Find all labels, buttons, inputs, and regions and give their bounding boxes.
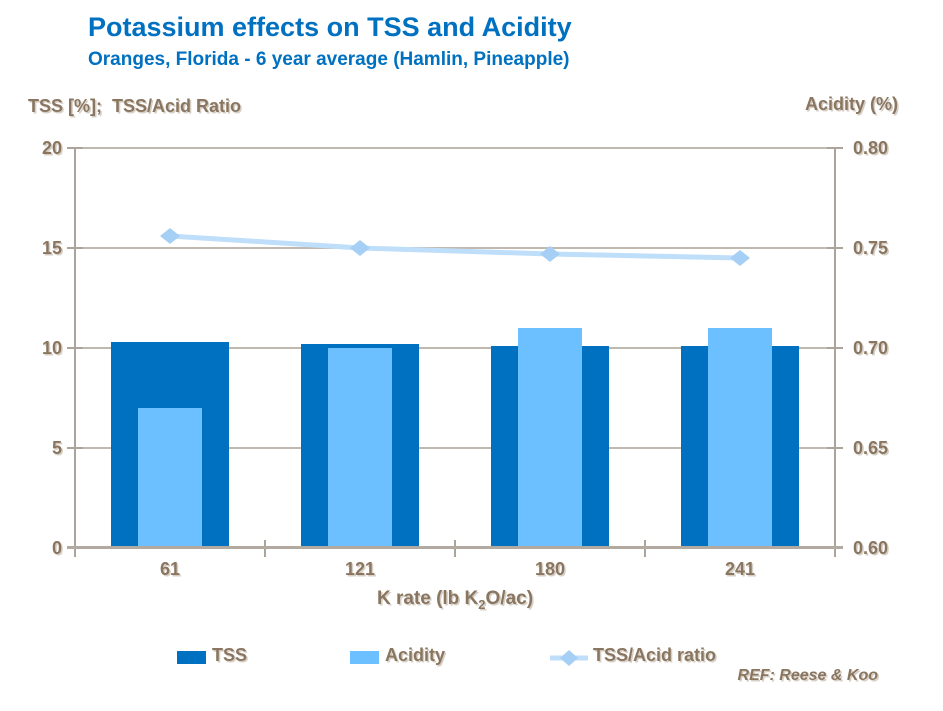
ratio-diamond-marker-icon — [160, 228, 180, 244]
x-axis-label-sub: 2 — [478, 596, 486, 612]
legend-ratio-marker-icon — [550, 650, 588, 666]
legend: TSS Acidity TSS/Acid ratio — [0, 644, 943, 674]
legend-label-ratio: TSS/Acid ratio — [593, 645, 717, 665]
x-category-label: 241 — [724, 559, 756, 579]
x-axis-label-pre: K rate (lb K — [376, 588, 479, 609]
left-axis-title: TSS [%]; TSS/Acid Ratio — [28, 96, 242, 116]
legend-label-acidity: Acidity — [385, 645, 446, 665]
right-axis-tick-label: 0.75 — [853, 238, 889, 258]
chart-title: Potassium effects on TSS and Acidity — [88, 12, 572, 42]
left-axis-tick — [67, 347, 83, 349]
x-axis-label-post: O/ac) — [485, 588, 534, 609]
left-axis-tick-label: 20 — [41, 138, 62, 158]
right-axis-tick — [827, 247, 843, 249]
legend-swatch-acidity-icon — [350, 651, 379, 664]
x-category-label: 180 — [534, 559, 566, 579]
left-axis-tick-label: 15 — [41, 238, 62, 258]
bar-acidity — [518, 328, 582, 548]
right-axis-title: Acidity (%) — [804, 94, 898, 114]
left-axis-tick — [67, 147, 83, 149]
right-axis-tick-label: 0.70 — [853, 338, 889, 358]
x-category-label: 61 — [159, 559, 181, 579]
gridline — [76, 147, 834, 149]
bar-acidity — [138, 408, 202, 548]
x-axis-label: K rate (lb K2O/ac) — [320, 588, 590, 612]
right-axis-tick-label: 0.65 — [853, 438, 889, 458]
right-axis-tick — [827, 147, 843, 149]
left-axis-tick — [67, 247, 83, 249]
bar-acidity — [328, 348, 392, 548]
legend-swatch-tss-icon — [177, 651, 206, 664]
gridline — [76, 247, 834, 249]
legend-label-tss: TSS — [212, 645, 248, 665]
ratio-diamond-marker-icon — [730, 250, 750, 266]
left-axis-tick — [67, 447, 83, 449]
right-axis-tick — [827, 447, 843, 449]
reference-text: REF: Reese & Koo — [737, 667, 878, 684]
left-axis-tick-label: 10 — [41, 338, 62, 358]
right-axis-tick — [827, 347, 843, 349]
bar-acidity — [708, 328, 772, 548]
left-axis-tick-label: 5 — [51, 438, 62, 458]
chart-subtitle: Oranges, Florida - 6 year average (Hamli… — [88, 49, 570, 70]
x-category-label: 121 — [344, 559, 376, 579]
right-axis-tick-label: 0.60 — [853, 538, 889, 558]
x-axis-line — [67, 546, 843, 549]
gridline — [76, 347, 834, 349]
right-axis-tick-label: 0.80 — [853, 138, 889, 158]
left-axis-tick-label: 0 — [51, 538, 62, 558]
gridline — [76, 447, 834, 449]
